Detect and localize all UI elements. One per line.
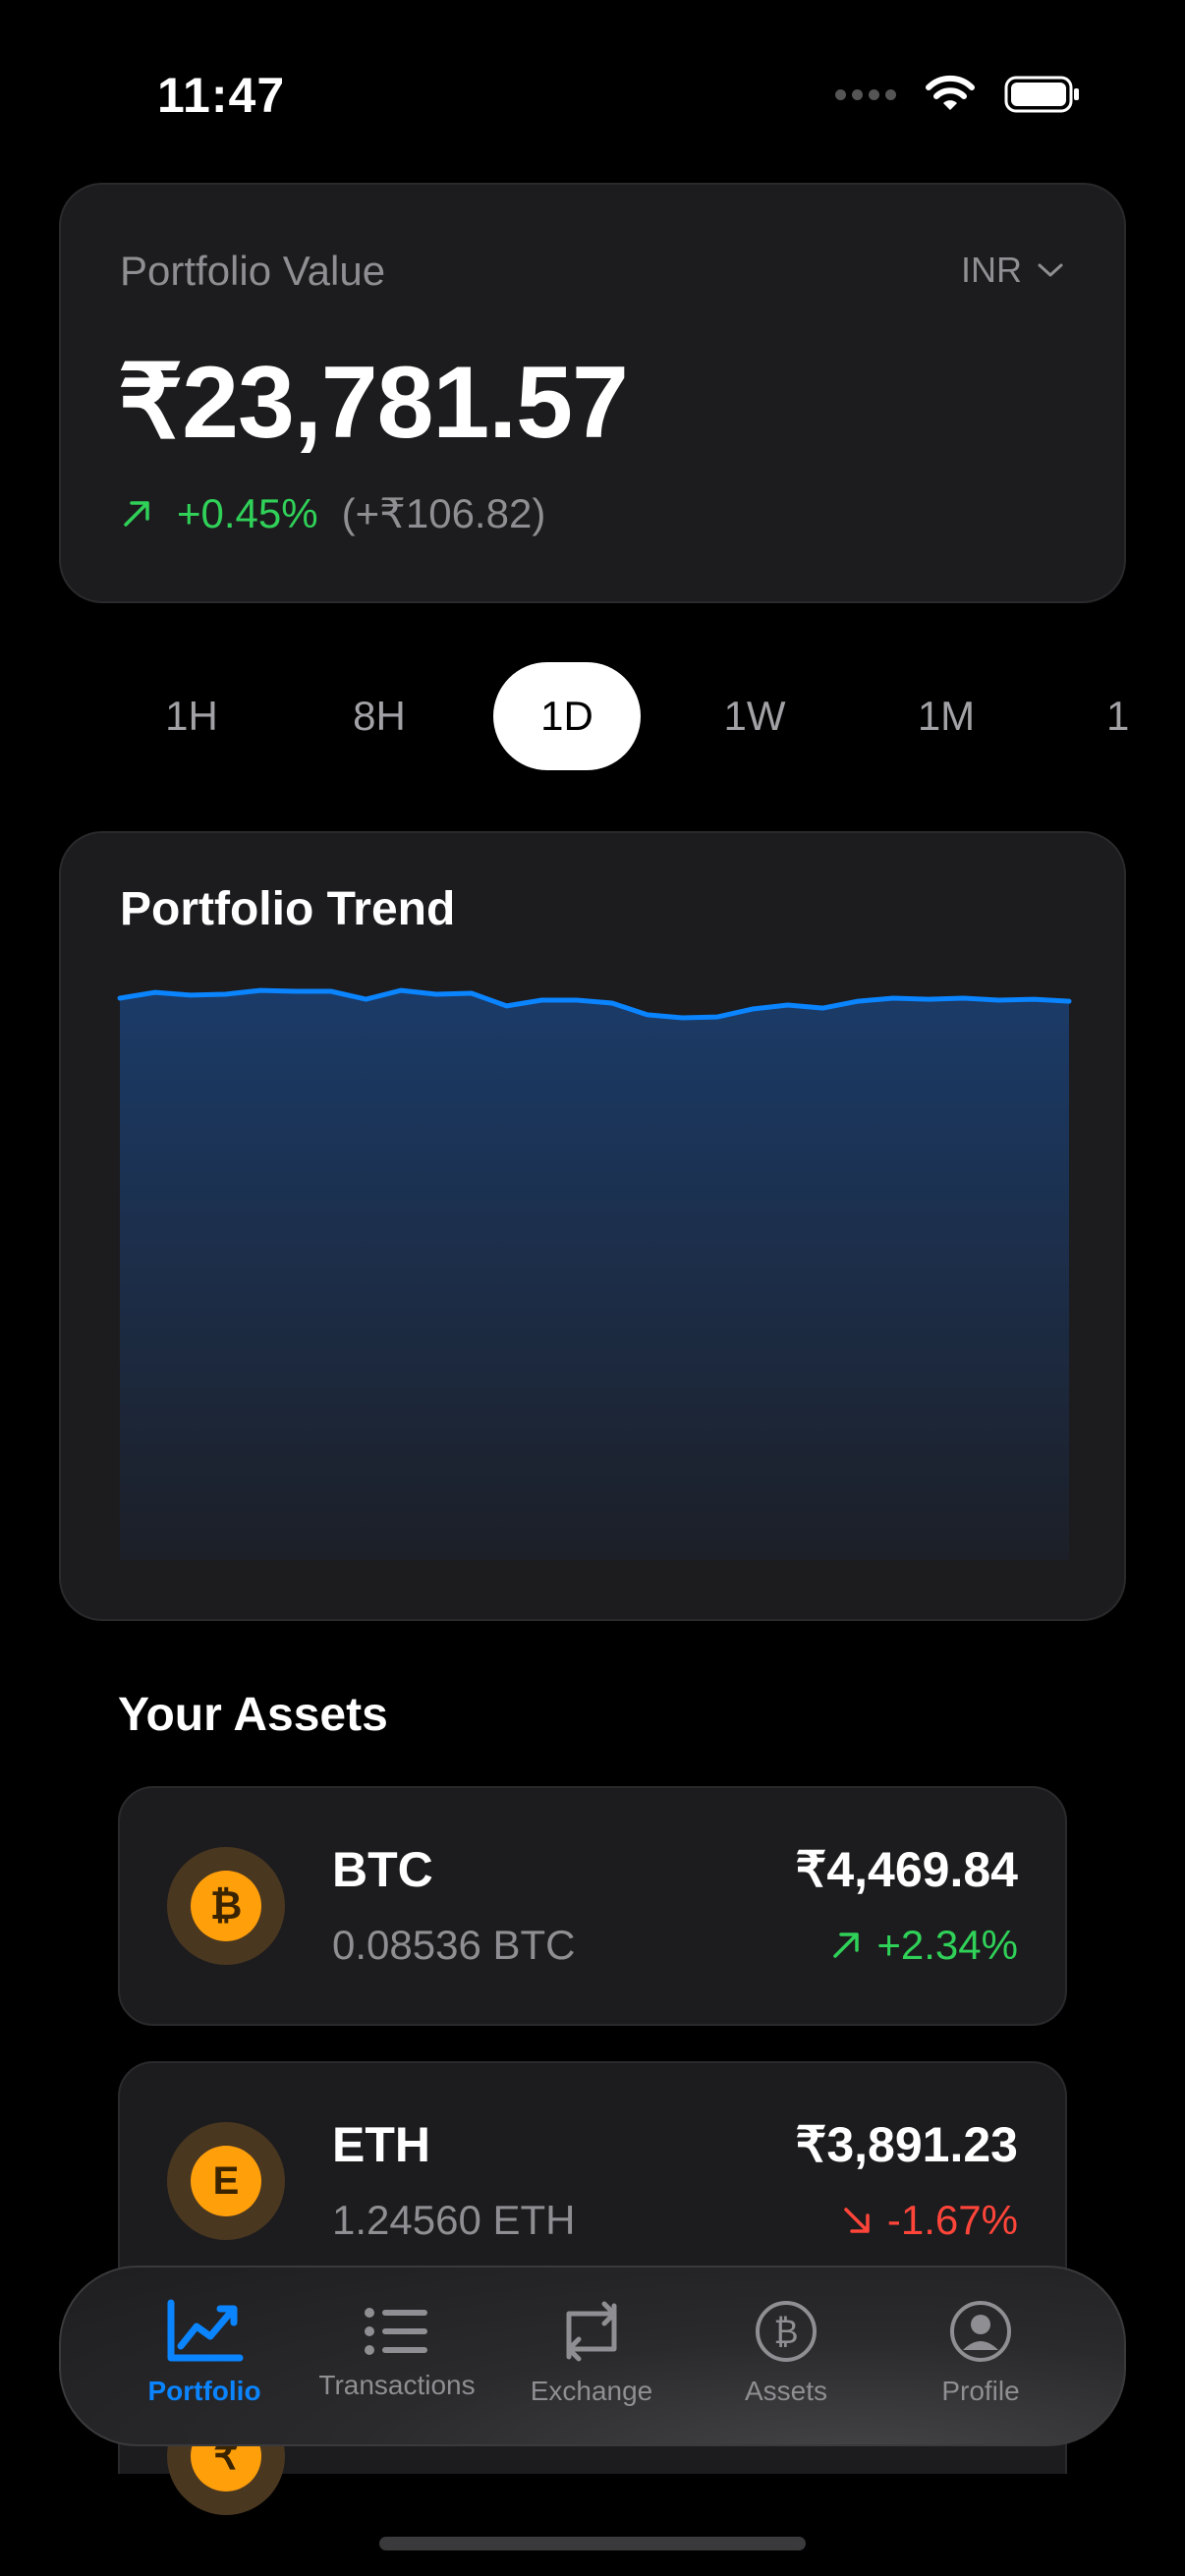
asset-change-percent: +2.34% [876, 1922, 1018, 1968]
portfolio-trend-card: Portfolio Trend [59, 831, 1126, 1621]
coin-halo: E [167, 2122, 285, 2240]
tab-label: Assets [744, 2376, 828, 2406]
asset-quantity: 0.08536 BTC [332, 1922, 576, 1968]
tab-label: Profile [941, 2376, 1020, 2406]
tab-profile[interactable]: Profile [892, 2297, 1069, 2425]
trend-line [117, 987, 1072, 1021]
tab-label: Transactions [318, 2370, 476, 2400]
tab-partial[interactable]: 1 [1106, 693, 1130, 739]
tab-assets[interactable]: ₿ Assets [698, 2297, 875, 2425]
person-circle-icon [950, 2301, 1011, 2362]
tab-transactions[interactable]: Transactions [309, 2297, 485, 2425]
tab-label: Exchange [530, 2376, 653, 2406]
wifi-icon [926, 75, 975, 110]
tab-portfolio[interactable]: Portfolio [116, 2297, 293, 2425]
asset-card-btc[interactable]: ₿ BTC 0.08536 BTC ₹4,469.84 +2.34% [118, 1786, 1067, 2026]
tab-1w[interactable]: 1W [723, 693, 786, 739]
arrow-up-right-icon [833, 1932, 860, 1958]
tab-bar: Portfolio Transactions Exchange ₿ As [59, 2266, 1126, 2446]
chevron-down-icon [1038, 263, 1063, 277]
currency-selector[interactable]: INR [961, 250, 1065, 291]
asset-change-percent: -1.67% [886, 2197, 1018, 2243]
trend-chart [117, 987, 1072, 1560]
assets-title: Your Assets [118, 1689, 388, 1741]
chart-line-icon [167, 2299, 244, 2362]
ethereum-icon: E [191, 2146, 261, 2216]
coin-halo: ₿ [167, 1847, 285, 1965]
asset-quantity: 1.24560 ETH [332, 2197, 576, 2243]
battery-icon [1004, 76, 1079, 113]
tab-label: Portfolio [147, 2376, 261, 2406]
currency-label: INR [961, 250, 1022, 290]
status-icons [835, 71, 1081, 118]
status-time: 11:47 [157, 68, 286, 123]
time-range-tabs: 1H 8H 1D 1W 1M 1 [0, 662, 1185, 770]
asset-change: -1.67% [840, 2197, 1018, 2244]
arrow-up-right-icon [124, 500, 149, 527]
asset-symbol: BTC [332, 1842, 433, 1897]
asset-value: ₹3,891.23 [795, 2117, 1018, 2172]
asset-value: ₹4,469.84 [795, 1842, 1018, 1897]
svg-text:₿: ₿ [773, 2313, 798, 2352]
tab-1d[interactable]: 1D [493, 662, 641, 770]
portfolio-value-card: Portfolio Value INR ₹23,781.57 +0.45% (+… [59, 183, 1126, 603]
tab-1m[interactable]: 1M [917, 693, 976, 739]
asset-change: +2.34% [829, 1922, 1018, 1969]
bitcoin-circle-icon: ₿ [756, 2301, 817, 2362]
portfolio-change: +0.45% (+₹106.82) [120, 489, 545, 537]
list-icon [365, 2308, 427, 2355]
tab-1h[interactable]: 1H [165, 693, 218, 739]
trend-area [120, 990, 1069, 1560]
tab-exchange[interactable]: Exchange [503, 2297, 680, 2425]
exchange-arrows-icon [566, 2301, 617, 2362]
trend-title: Portfolio Trend [120, 883, 456, 935]
change-percent: +0.45% [177, 489, 318, 536]
arrow-down-right-icon [844, 2208, 870, 2233]
bitcoin-icon: ₿ [191, 1871, 261, 1941]
asset-symbol: ETH [332, 2117, 430, 2172]
portfolio-value-label: Portfolio Value [120, 248, 386, 294]
change-amount: (+₹106.82) [341, 490, 546, 536]
signal-dots-icon [835, 88, 896, 100]
asset-card-eth[interactable]: E ETH 1.24560 ETH ₹3,891.23 -1.67% [118, 2061, 1067, 2301]
tab-8h[interactable]: 8H [353, 693, 406, 739]
home-indicator [379, 2537, 806, 2550]
portfolio-value: ₹23,781.57 [118, 346, 629, 460]
